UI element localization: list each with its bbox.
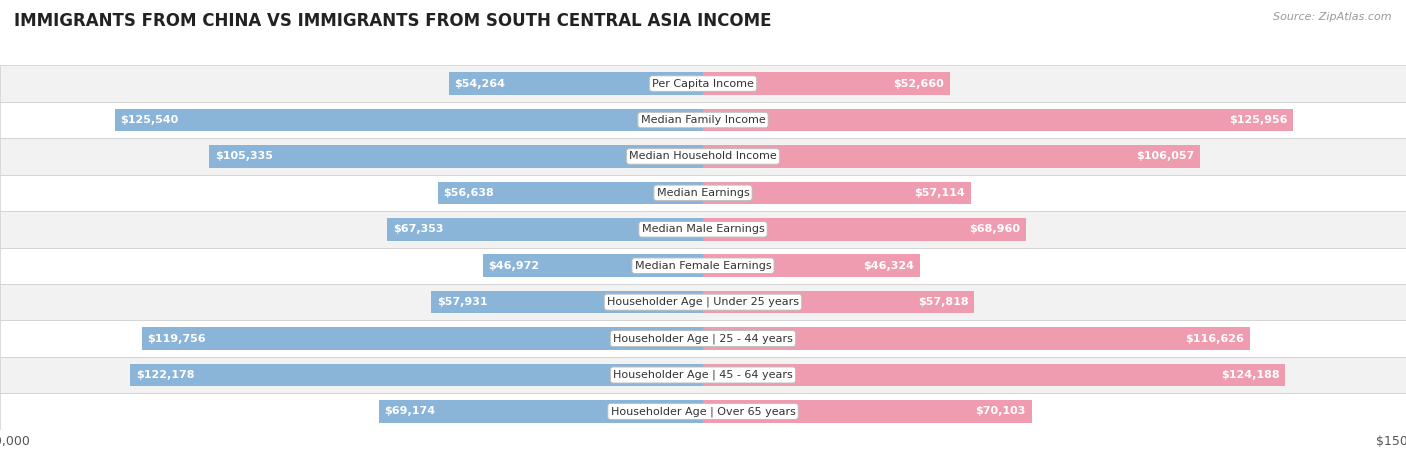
- Bar: [0, 211, 1406, 248]
- Bar: [703, 109, 1294, 131]
- Text: Median Household Income: Median Household Income: [628, 151, 778, 162]
- Bar: [378, 400, 703, 423]
- Bar: [703, 182, 970, 204]
- Bar: [0, 320, 1406, 357]
- Text: Median Female Earnings: Median Female Earnings: [634, 261, 772, 271]
- Text: $70,103: $70,103: [976, 406, 1026, 417]
- Text: $56,638: $56,638: [443, 188, 494, 198]
- Bar: [449, 72, 703, 95]
- Text: $57,114: $57,114: [914, 188, 965, 198]
- Bar: [0, 65, 1406, 102]
- Bar: [0, 138, 1406, 175]
- Text: $57,818: $57,818: [918, 297, 969, 307]
- Text: Householder Age | 25 - 44 years: Householder Age | 25 - 44 years: [613, 333, 793, 344]
- Bar: [432, 291, 703, 313]
- Bar: [703, 218, 1026, 241]
- Bar: [0, 393, 1406, 430]
- Text: $68,960: $68,960: [970, 224, 1021, 234]
- Text: $124,188: $124,188: [1220, 370, 1279, 380]
- Text: $69,174: $69,174: [384, 406, 436, 417]
- Bar: [0, 357, 1406, 393]
- Bar: [703, 145, 1201, 168]
- Text: Per Capita Income: Per Capita Income: [652, 78, 754, 89]
- Bar: [209, 145, 703, 168]
- Text: $46,324: $46,324: [863, 261, 914, 271]
- Bar: [703, 364, 1285, 386]
- Text: IMMIGRANTS FROM CHINA VS IMMIGRANTS FROM SOUTH CENTRAL ASIA INCOME: IMMIGRANTS FROM CHINA VS IMMIGRANTS FROM…: [14, 12, 772, 30]
- Text: $54,264: $54,264: [454, 78, 505, 89]
- Text: Source: ZipAtlas.com: Source: ZipAtlas.com: [1274, 12, 1392, 21]
- Text: Median Family Income: Median Family Income: [641, 115, 765, 125]
- Bar: [142, 327, 703, 350]
- Bar: [437, 182, 703, 204]
- Bar: [703, 400, 1032, 423]
- Text: Median Earnings: Median Earnings: [657, 188, 749, 198]
- Bar: [387, 218, 703, 241]
- Text: $119,756: $119,756: [148, 333, 207, 344]
- Text: $125,956: $125,956: [1229, 115, 1288, 125]
- Text: $105,335: $105,335: [215, 151, 273, 162]
- Text: Householder Age | Under 25 years: Householder Age | Under 25 years: [607, 297, 799, 307]
- Text: Householder Age | Over 65 years: Householder Age | Over 65 years: [610, 406, 796, 417]
- Bar: [0, 284, 1406, 320]
- Bar: [131, 364, 703, 386]
- Bar: [703, 327, 1250, 350]
- Bar: [703, 72, 950, 95]
- Bar: [703, 291, 974, 313]
- Text: $46,972: $46,972: [488, 261, 540, 271]
- Bar: [703, 255, 920, 277]
- Text: $125,540: $125,540: [121, 115, 179, 125]
- Text: $67,353: $67,353: [392, 224, 443, 234]
- Text: $52,660: $52,660: [893, 78, 945, 89]
- Bar: [0, 248, 1406, 284]
- Text: $57,931: $57,931: [437, 297, 488, 307]
- Text: Median Male Earnings: Median Male Earnings: [641, 224, 765, 234]
- Text: $106,057: $106,057: [1136, 151, 1195, 162]
- Text: $122,178: $122,178: [136, 370, 194, 380]
- Bar: [482, 255, 703, 277]
- Bar: [115, 109, 703, 131]
- Text: $116,626: $116,626: [1185, 333, 1244, 344]
- Text: Householder Age | 45 - 64 years: Householder Age | 45 - 64 years: [613, 370, 793, 380]
- Bar: [0, 102, 1406, 138]
- Bar: [0, 175, 1406, 211]
